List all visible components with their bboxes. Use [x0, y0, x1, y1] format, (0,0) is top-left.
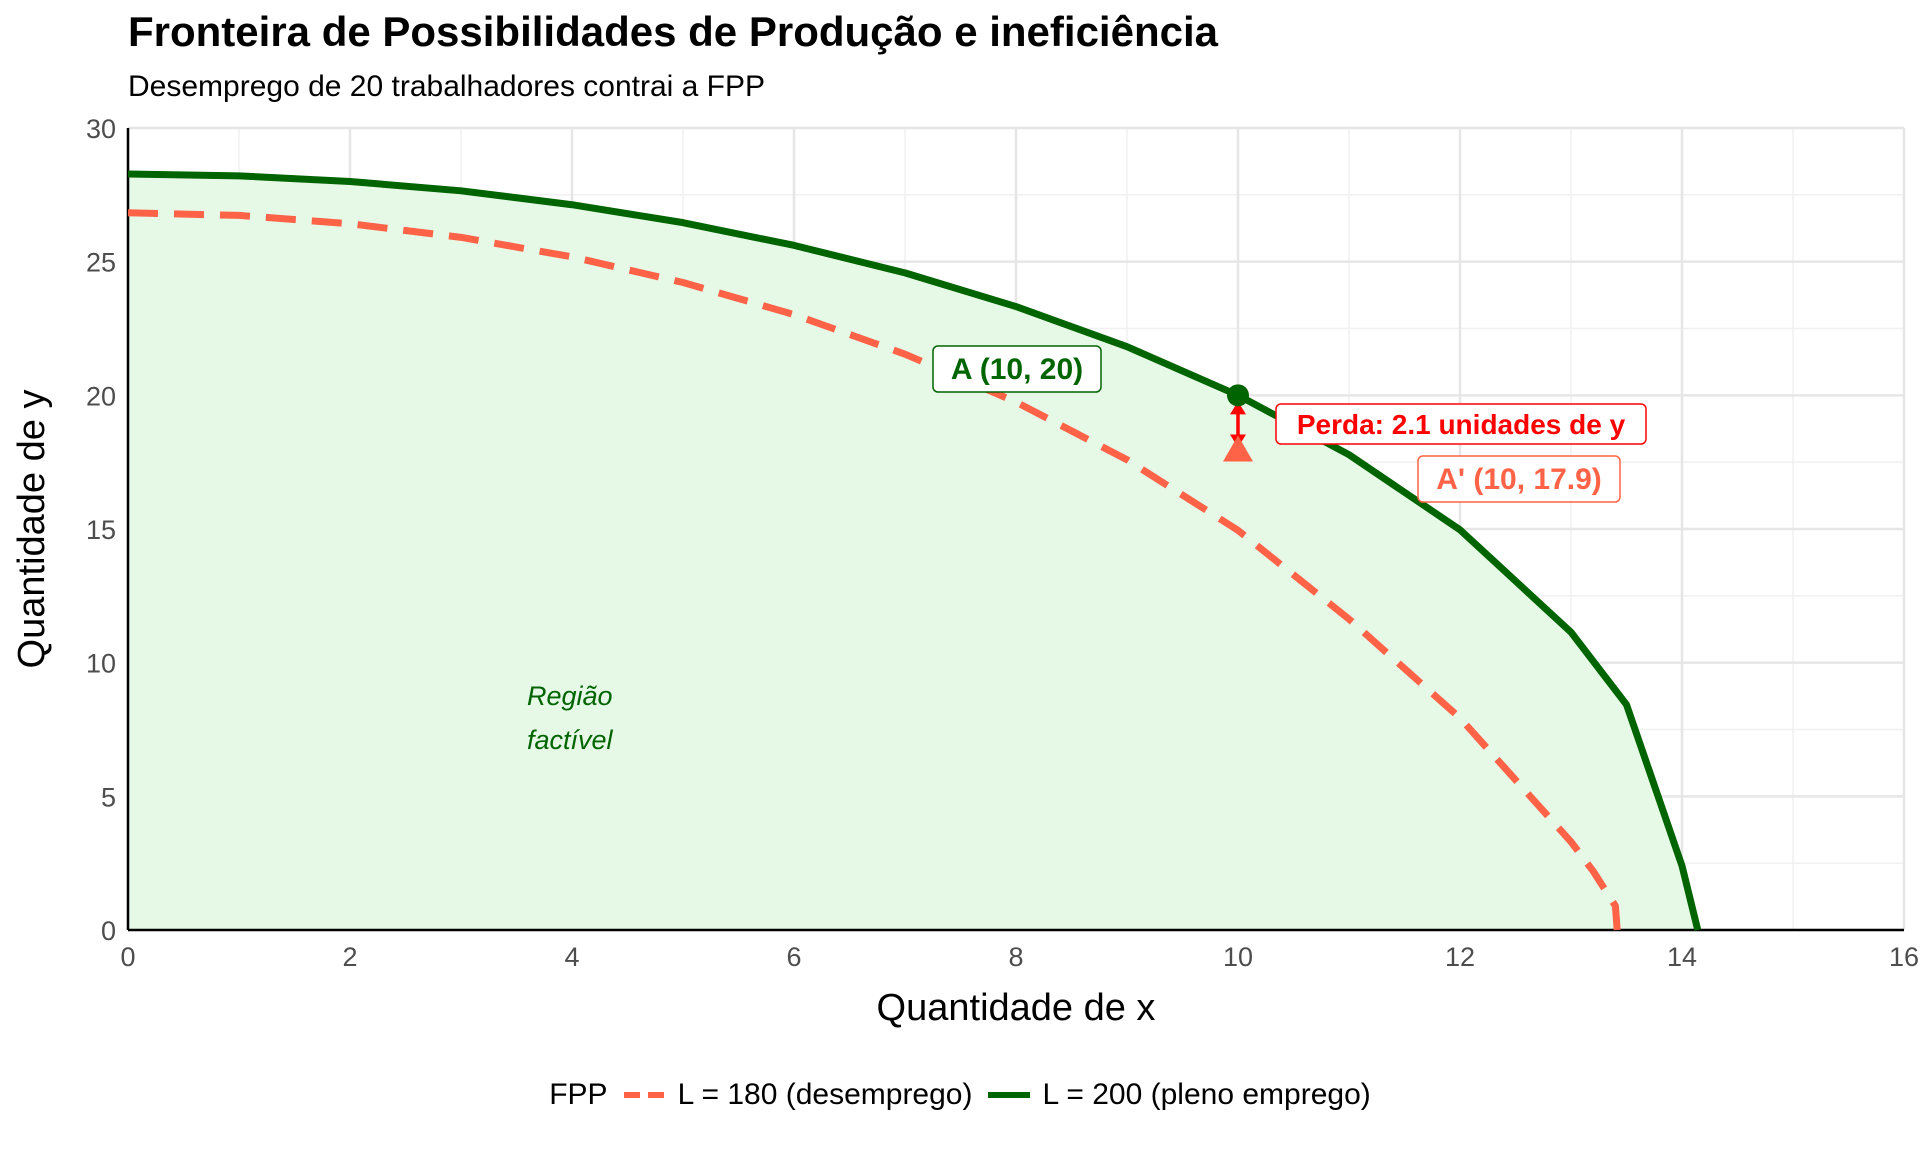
x-tick-label: 16	[1889, 942, 1919, 972]
annotations: A (10, 20) A' (10, 17.9) Perda: 2.1 unidad…	[527, 345, 1647, 755]
loss-arrow-head-up	[1230, 401, 1246, 415]
point-a-prime-marker	[1223, 435, 1253, 462]
x-tick-label: 10	[1223, 942, 1253, 972]
feasible-region-label-line2: factível	[527, 725, 614, 755]
ppf-line-desemprego	[127, 209, 1621, 931]
chart-title: Fronteira de Possibilidades de Produção …	[128, 8, 1218, 55]
legend-label-pleno-emprego: L = 200 (pleno emprego)	[1042, 1078, 1371, 1111]
legend-label-desemprego: L = 180 (desemprego)	[677, 1078, 973, 1111]
y-tick-label: 5	[101, 782, 116, 812]
point-a-prime-label-box	[1417, 455, 1621, 503]
y-tick-label: 0	[101, 916, 116, 946]
loss-label-text: Perda: 2.1 unidades de y	[1297, 409, 1626, 440]
legend-item-pleno-emprego: L = 200 (pleno emprego)	[986, 1078, 1371, 1112]
point-a-label-text: A (10, 20)	[951, 353, 1083, 386]
loss-label-box	[1275, 403, 1647, 445]
x-axis-title: Quantidade de x	[877, 987, 1156, 1029]
series-lines	[127, 170, 1702, 931]
x-tick-label: 4	[564, 942, 579, 972]
point-a-label: A (10, 20)	[932, 345, 1102, 393]
x-tick-label: 2	[342, 942, 357, 972]
x-tick-label: 12	[1445, 942, 1475, 972]
legend: FPP L = 180 (desemprego) L = 200 (pleno …	[0, 1078, 1920, 1112]
y-tick-label: 30	[86, 114, 116, 144]
chart-subtitle: Desemprego de 20 trabalhadores contrai a…	[128, 70, 766, 103]
y-tick-label: 10	[86, 649, 116, 679]
ppf-line-pleno-emprego	[127, 170, 1702, 931]
point-a-marker	[1227, 384, 1249, 407]
y-tick-label: 15	[86, 515, 116, 545]
y-tick-label: 25	[86, 248, 116, 278]
point-a-prime-label-text: A' (10, 17.9)	[1436, 463, 1602, 496]
legend-swatch-solid	[988, 1092, 1031, 1098]
point-a-label-box	[932, 345, 1102, 393]
legend-swatch-dashed	[623, 1092, 666, 1098]
x-tick-label: 6	[786, 942, 801, 972]
feasible-region-fill	[128, 173, 1698, 931]
y-tick-label: 20	[86, 381, 116, 411]
x-tick-label: 14	[1667, 942, 1697, 972]
point-a-prime-label: A' (10, 17.9)	[1417, 455, 1621, 503]
axes: 0 2 4 6 8 10 12 14 16 0 5 10 15 20 25 30	[86, 114, 1919, 972]
loss-label: Perda: 2.1 unidades de y	[1275, 403, 1647, 445]
feasible-region-label-line1: Região	[527, 681, 613, 711]
legend-title: FPP	[549, 1078, 608, 1111]
x-tick-label: 8	[1008, 942, 1023, 972]
legend-item-desemprego: L = 180 (desemprego)	[622, 1078, 973, 1112]
x-tick-label: 0	[120, 942, 135, 972]
y-axis-title: Quantidade de y	[11, 390, 53, 669]
